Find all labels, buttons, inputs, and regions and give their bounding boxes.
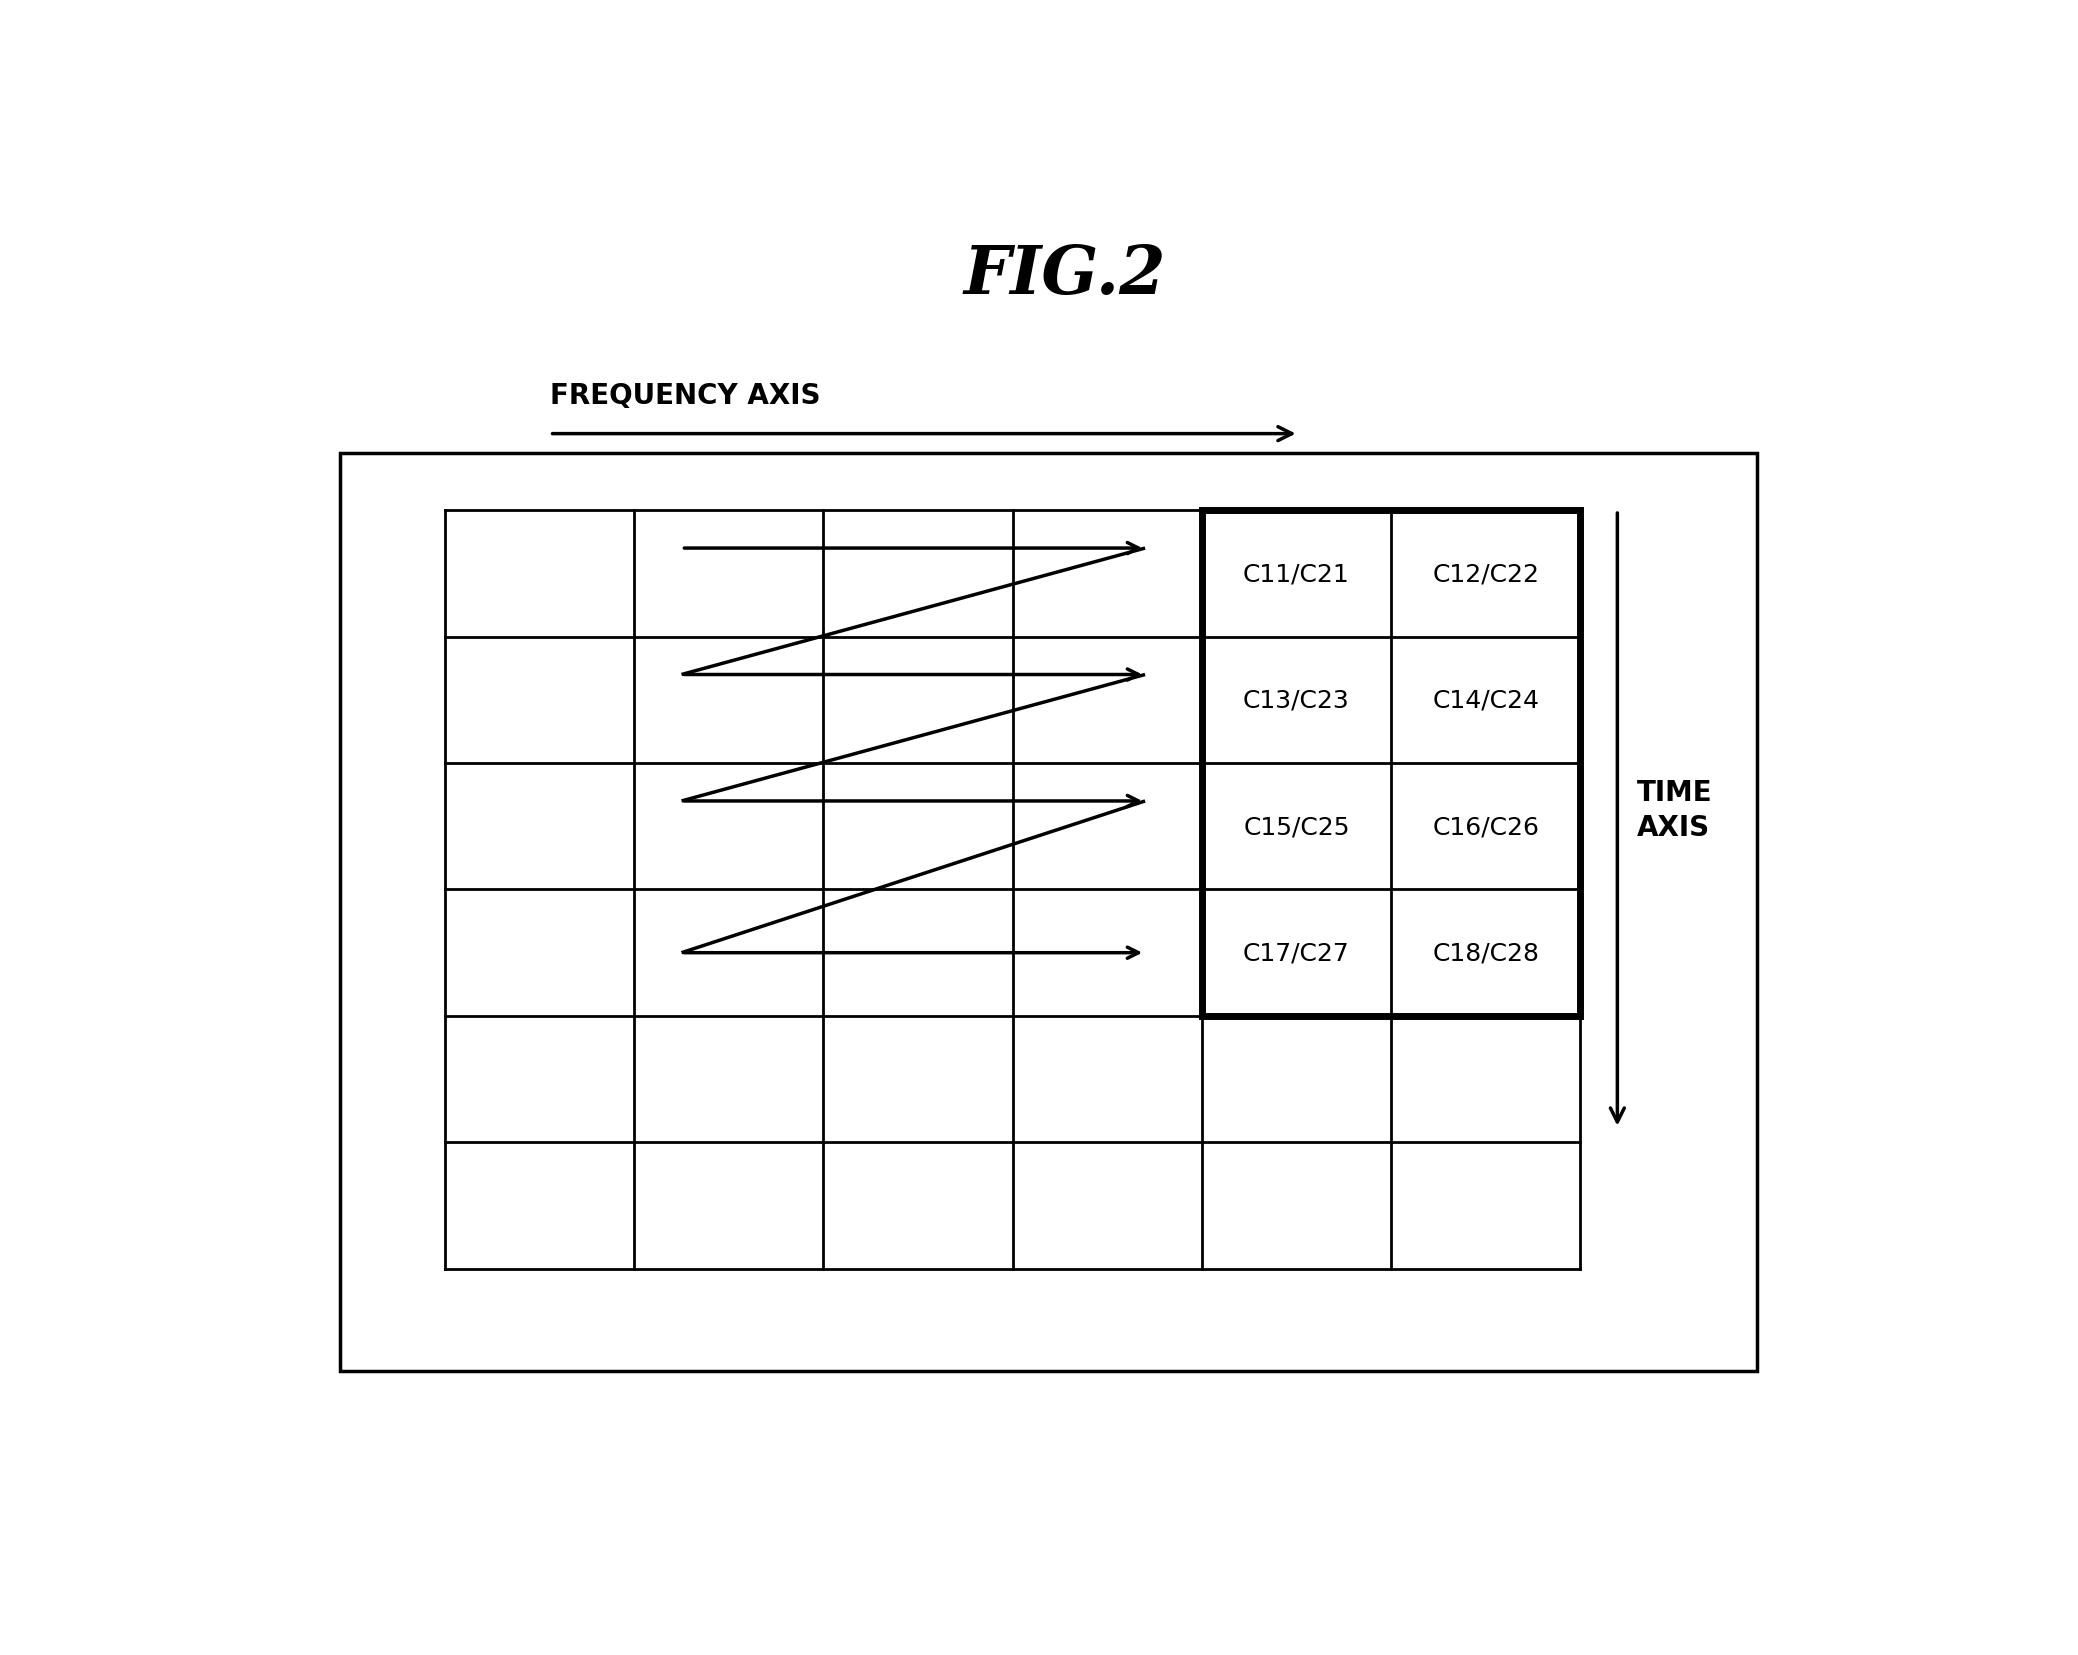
Text: C13/C23: C13/C23	[1243, 688, 1351, 712]
Bar	[341, 453, 1758, 1370]
Bar	[1201, 511, 1581, 1016]
Text: C15/C25: C15/C25	[1243, 814, 1351, 839]
Text: C11/C21: C11/C21	[1243, 563, 1351, 586]
Text: C16/C26: C16/C26	[1432, 814, 1540, 839]
Text: TIME
AXIS: TIME AXIS	[1637, 780, 1712, 842]
Text: FREQUENCY AXIS: FREQUENCY AXIS	[549, 382, 821, 410]
Text: C18/C28: C18/C28	[1432, 942, 1540, 965]
Text: FIG.2: FIG.2	[964, 243, 1166, 308]
Text: C14/C24: C14/C24	[1432, 688, 1540, 712]
Text: C17/C27: C17/C27	[1243, 942, 1351, 965]
Text: C12/C22: C12/C22	[1432, 563, 1540, 586]
